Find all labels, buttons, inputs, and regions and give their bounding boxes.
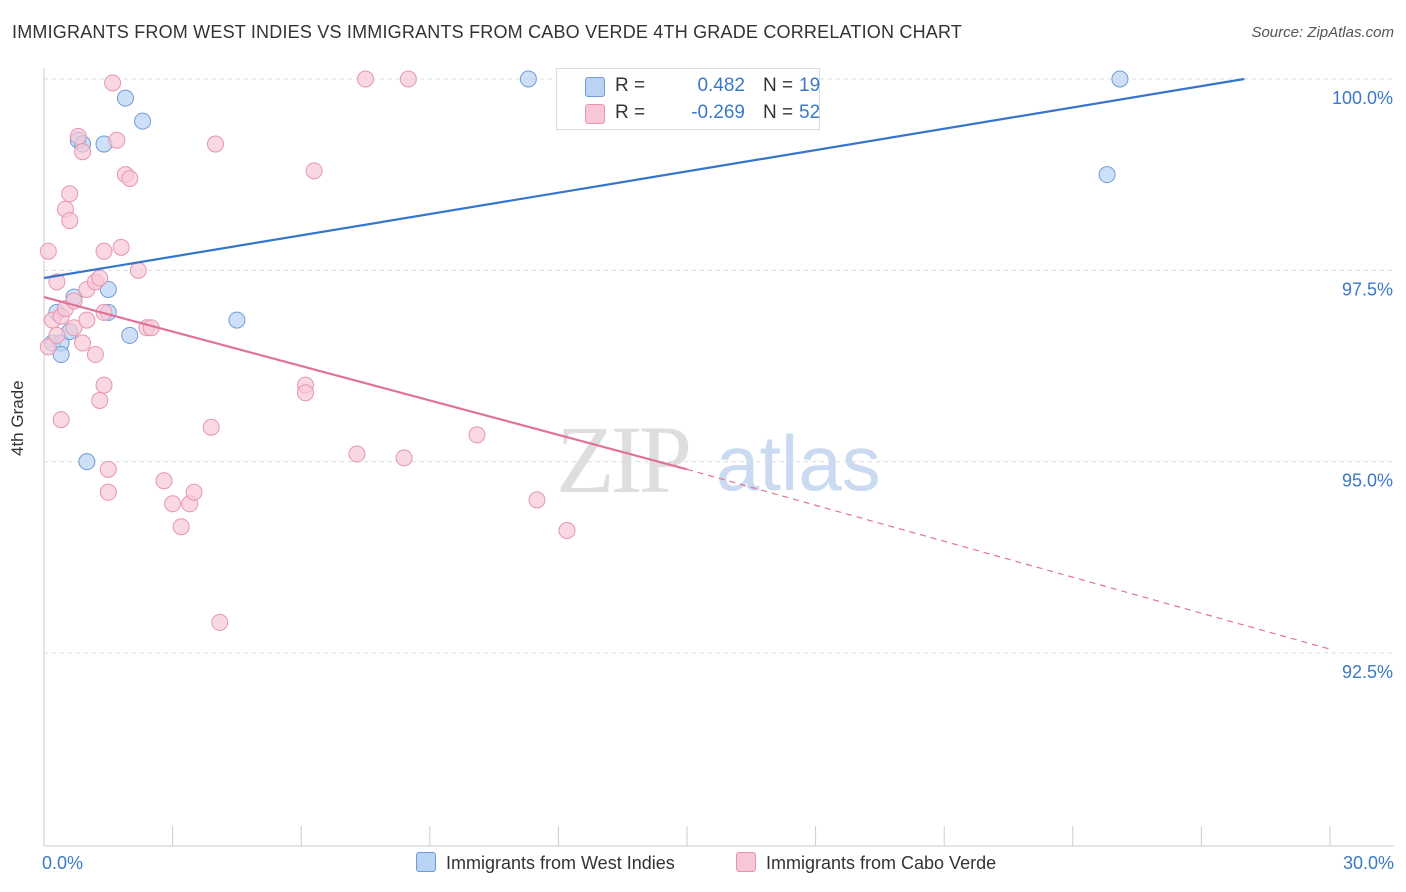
point-west-indies	[99, 280, 117, 298]
chart-title: IMMIGRANTS FROM WEST INDIES VS IMMIGRANT…	[12, 22, 963, 42]
point-cabo-verde	[468, 426, 486, 444]
point-cabo-verde	[99, 460, 117, 478]
point-cabo-verde	[69, 127, 87, 145]
point-cabo-verde	[558, 522, 576, 540]
bottom-legend-label: Immigrants from West Indies	[446, 853, 675, 873]
point-cabo-verde	[112, 238, 130, 256]
point-cabo-verde	[172, 518, 190, 536]
point-cabo-verde	[61, 185, 79, 203]
point-cabo-verde	[74, 334, 92, 352]
point-cabo-verde	[52, 411, 70, 429]
point-west-indies	[52, 346, 70, 364]
legend-r-label: R =	[615, 102, 646, 123]
y-tick-label: 95.0%	[1342, 471, 1393, 491]
y-tick-label: 97.5%	[1342, 279, 1393, 299]
trend-line-cabo-verde-extension	[686, 468, 1331, 650]
legend-r-value: -0.269	[691, 102, 745, 123]
y-tick-label: 100.0%	[1332, 88, 1393, 108]
legend-n-value: 52	[799, 102, 821, 123]
point-cabo-verde	[185, 483, 203, 501]
point-cabo-verde	[99, 483, 117, 501]
point-cabo-verde	[528, 491, 546, 509]
point-cabo-verde	[91, 391, 109, 409]
bottom-legend-swatch-pink	[736, 852, 756, 872]
point-cabo-verde	[121, 169, 139, 187]
trend-line-cabo-verde	[43, 296, 688, 471]
point-cabo-verde	[65, 319, 83, 337]
y-axis-label: 4th Grade	[8, 380, 27, 456]
point-cabo-verde	[305, 162, 323, 180]
point-cabo-verde	[61, 212, 79, 230]
correlation-legend: R = 0.482 N = 19 R = -0.269 N = 52	[556, 68, 820, 130]
point-cabo-verde	[39, 242, 57, 260]
point-west-indies	[519, 70, 537, 88]
point-cabo-verde	[395, 449, 413, 467]
x-tick-label: 0.0%	[42, 853, 83, 873]
bottom-legend-label: Immigrants from Cabo Verde	[766, 853, 997, 873]
watermark-zip: ZIP	[556, 406, 689, 513]
point-west-indies	[228, 311, 246, 329]
bottom-legend-cabo-verde: Immigrants from Cabo Verde	[736, 852, 996, 874]
point-cabo-verde	[39, 338, 57, 356]
legend-swatch-blue	[585, 77, 605, 97]
chart-source: Source: ZipAtlas.com	[1251, 24, 1394, 41]
point-cabo-verde	[104, 74, 122, 92]
point-cabo-verde	[95, 242, 113, 260]
legend-swatch-pink	[585, 104, 605, 124]
legend-r-label: R =	[615, 75, 646, 96]
point-cabo-verde	[48, 273, 66, 291]
point-cabo-verde	[211, 613, 229, 631]
legend-r-value: 0.482	[697, 75, 745, 96]
point-cabo-verde	[74, 143, 92, 161]
x-tick-label: 30.0%	[1343, 853, 1394, 873]
point-cabo-verde	[357, 70, 374, 88]
point-west-indies	[134, 112, 152, 130]
point-cabo-verde	[108, 131, 126, 149]
point-west-indies	[1111, 70, 1129, 88]
point-cabo-verde	[164, 495, 182, 513]
point-west-indies	[121, 326, 139, 344]
point-cabo-verde	[206, 135, 224, 153]
bottom-legend-west-indies: Immigrants from West Indies	[416, 852, 675, 874]
watermark-atlas: atlas	[716, 419, 881, 507]
point-cabo-verde	[78, 311, 96, 329]
point-cabo-verde	[86, 346, 104, 364]
bottom-legend-swatch-blue	[416, 852, 436, 872]
point-cabo-verde	[48, 326, 66, 344]
legend-n-label: N =	[763, 102, 794, 123]
point-cabo-verde	[348, 445, 366, 463]
y-tick-label: 92.5%	[1342, 662, 1393, 682]
trend-line-west-indies	[43, 77, 1245, 280]
point-cabo-verde	[202, 418, 220, 436]
point-cabo-verde	[95, 376, 113, 394]
point-cabo-verde	[296, 384, 314, 402]
legend-n-label: N =	[763, 75, 794, 96]
point-west-indies	[78, 453, 96, 471]
point-cabo-verde	[91, 269, 109, 287]
point-west-indies	[1098, 166, 1116, 184]
legend-n-value: 19	[799, 75, 821, 96]
point-cabo-verde	[129, 261, 147, 279]
point-cabo-verde	[399, 70, 417, 88]
point-west-indies	[116, 89, 134, 107]
point-cabo-verde	[155, 472, 173, 490]
